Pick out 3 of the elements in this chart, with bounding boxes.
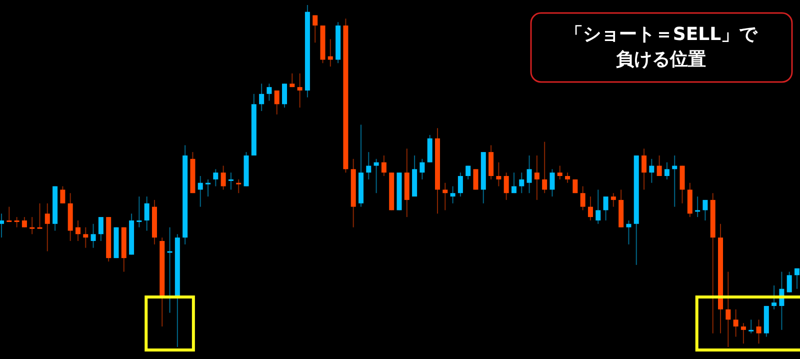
candlestick — [473, 168, 478, 190]
callout-box: 「ショート＝SELL」で負ける位置 — [530, 12, 793, 83]
annotation: 「ショート＝SELL」で負ける位置 — [564, 24, 758, 70]
